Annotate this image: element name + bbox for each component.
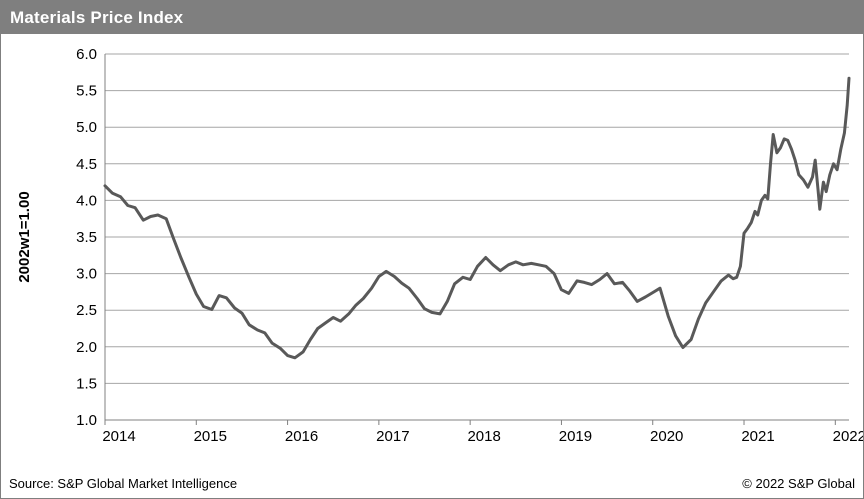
x-tick-label: 2022 <box>833 428 864 445</box>
y-axis-title: 2002w1=1.00 <box>16 191 33 282</box>
price-index-line-chart: 1.0 1.5 2.0 2.5 3.0 3.5 4.0 4.5 5.0 5.5 6.0 2014 201… <box>16 46 864 445</box>
x-tick-label: 2018 <box>467 428 500 445</box>
materials-price-index-line <box>103 76 851 360</box>
x-tick-label: 2021 <box>741 428 774 445</box>
footer: Source: S&P Global Market Intelligence ©… <box>1 468 863 498</box>
y-tick-label: 5.0 <box>76 119 97 136</box>
y-tick-label: 2.5 <box>76 302 97 319</box>
source-note: Source: S&P Global Market Intelligence <box>9 475 238 491</box>
x-tick-label: 2017 <box>376 428 409 445</box>
x-tick-label: 2020 <box>650 428 683 445</box>
y-tick-label: 3.5 <box>76 229 97 246</box>
x-tick-label: 2014 <box>102 428 135 445</box>
y-tick-label: 6.0 <box>76 46 97 63</box>
chart-title: Materials Price Index <box>10 7 184 27</box>
y-tick-label: 3.0 <box>76 266 97 283</box>
y-tick-label: 4.5 <box>76 156 97 173</box>
title-bar: Materials Price Index <box>1 1 863 34</box>
y-tick-label: 4.0 <box>76 192 97 209</box>
x-tick-label: 2016 <box>285 428 318 445</box>
y-tick-label: 5.5 <box>76 83 97 100</box>
y-tick-label: 2.0 <box>76 339 97 356</box>
x-tick-label: 2015 <box>194 428 227 445</box>
copyright-note: © 2022 S&P Global <box>742 475 855 491</box>
y-tick-label: 1.5 <box>76 375 97 392</box>
x-tick-label: 2019 <box>559 428 592 445</box>
y-tick-label: 1.0 <box>76 412 97 429</box>
